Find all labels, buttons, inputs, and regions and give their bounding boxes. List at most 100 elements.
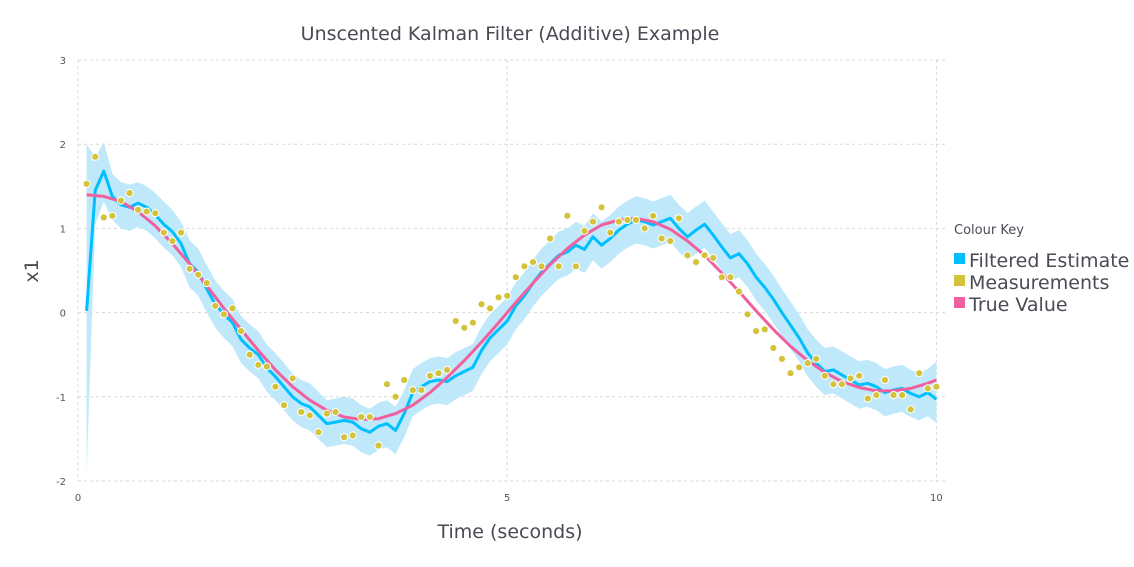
measurement-point — [331, 407, 340, 417]
measurement-point — [554, 262, 563, 271]
legend-swatch-measurements — [954, 275, 965, 286]
measurement-point — [872, 391, 881, 400]
measurement-point — [932, 382, 941, 391]
measurement-point — [640, 224, 649, 233]
measurement-point — [125, 188, 134, 198]
measurement-point — [245, 350, 254, 359]
measurement-point — [786, 369, 795, 378]
measurement-point — [391, 392, 400, 401]
measurement-point — [228, 304, 237, 313]
measurement-point — [382, 380, 392, 389]
measurement-point — [837, 380, 847, 389]
measurement-point — [777, 354, 787, 363]
measurement-point — [297, 407, 306, 417]
measurement-point — [580, 226, 589, 235]
measurement-point — [700, 251, 709, 260]
measurement-point — [795, 363, 804, 372]
x-tick-label: 10 — [930, 493, 943, 504]
measurement-point — [863, 394, 872, 403]
measurement-point — [477, 300, 486, 309]
measurement-point — [108, 211, 117, 220]
measurement-point — [425, 371, 435, 380]
measurement-point — [752, 327, 761, 336]
measurement-point — [262, 362, 271, 371]
legend-swatch-true-value — [954, 297, 965, 308]
measurement-point — [588, 217, 598, 226]
measurement-point — [185, 264, 194, 273]
measurement-point — [288, 374, 297, 383]
measurement-point — [803, 359, 812, 368]
measurement-point — [451, 316, 460, 326]
series-lines — [85, 169, 938, 434]
measurement-point — [503, 291, 512, 300]
measurement-point — [537, 262, 546, 271]
measurement-point — [923, 384, 932, 393]
measurement-point — [494, 293, 503, 302]
legend-swatch-filtered — [954, 253, 965, 264]
measurement-point — [408, 386, 417, 395]
measurement-point — [820, 371, 829, 380]
measurement-point — [400, 375, 409, 385]
measurement-point — [168, 236, 177, 246]
chart-title: Unscented Kalman Filter (Additive) Examp… — [301, 23, 720, 45]
y-tick-label: -2 — [56, 477, 66, 488]
measurement-point — [829, 380, 838, 389]
measurement-points — [82, 152, 941, 450]
measurement-point — [915, 369, 924, 378]
measurement-point — [202, 279, 211, 288]
measurement-point — [623, 215, 632, 225]
legend-label-filtered: Filtered Estimate — [969, 250, 1129, 272]
measurement-point — [511, 273, 520, 282]
measurement-point — [528, 258, 538, 267]
measurement-point — [322, 409, 331, 418]
measurement-point — [812, 354, 821, 363]
measurement-point — [357, 412, 366, 422]
measurement-point — [649, 211, 658, 220]
measurement-point — [91, 152, 100, 161]
measurement-point — [211, 301, 220, 310]
measurement-point — [880, 375, 890, 385]
legend-label-measurements: Measurements — [969, 272, 1109, 294]
y-tick-label: 2 — [60, 140, 66, 151]
measurement-point — [443, 365, 452, 374]
measurement-point — [365, 412, 374, 422]
measurement-point — [194, 270, 203, 279]
measurement-point — [520, 262, 529, 271]
measurement-point — [657, 234, 666, 243]
measurement-point — [889, 391, 898, 400]
measurement-point — [374, 441, 383, 450]
tick-labels: -2 -1 0 1 2 3 0 5 10 — [56, 56, 943, 504]
measurement-point — [571, 262, 581, 271]
x-axis-label: Time (seconds) — [436, 521, 582, 543]
measurement-point — [468, 318, 477, 327]
measurement-point — [906, 405, 915, 414]
y-tick-label: 0 — [60, 309, 66, 320]
measurement-point — [563, 211, 572, 220]
measurement-point — [348, 431, 357, 440]
measurement-point — [279, 401, 289, 410]
y-tick-label: -1 — [56, 393, 66, 404]
y-axis-label: x1 — [21, 259, 43, 282]
measurement-point — [683, 251, 692, 260]
measurement-point — [734, 287, 744, 296]
measurement-point — [219, 310, 228, 319]
measurement-point — [674, 214, 684, 223]
legend: Colour Key Filtered Estimate Measurement… — [954, 223, 1129, 316]
filtered-estimate-line — [85, 169, 938, 434]
legend-label-true-value: True Value — [968, 294, 1068, 316]
y-tick-label: 1 — [60, 224, 66, 235]
measurement-point — [116, 196, 126, 205]
measurement-point — [305, 411, 314, 420]
measurement-point — [606, 228, 615, 237]
measurement-point — [176, 228, 186, 237]
measurement-point — [717, 273, 726, 282]
measurement-point — [846, 374, 855, 383]
measurement-point — [151, 209, 160, 218]
measurement-point — [743, 310, 752, 319]
measurement-point — [855, 371, 864, 380]
measurement-point — [237, 327, 246, 336]
measurement-point — [709, 253, 718, 262]
measurement-point — [597, 203, 606, 212]
measurement-point — [769, 343, 778, 353]
